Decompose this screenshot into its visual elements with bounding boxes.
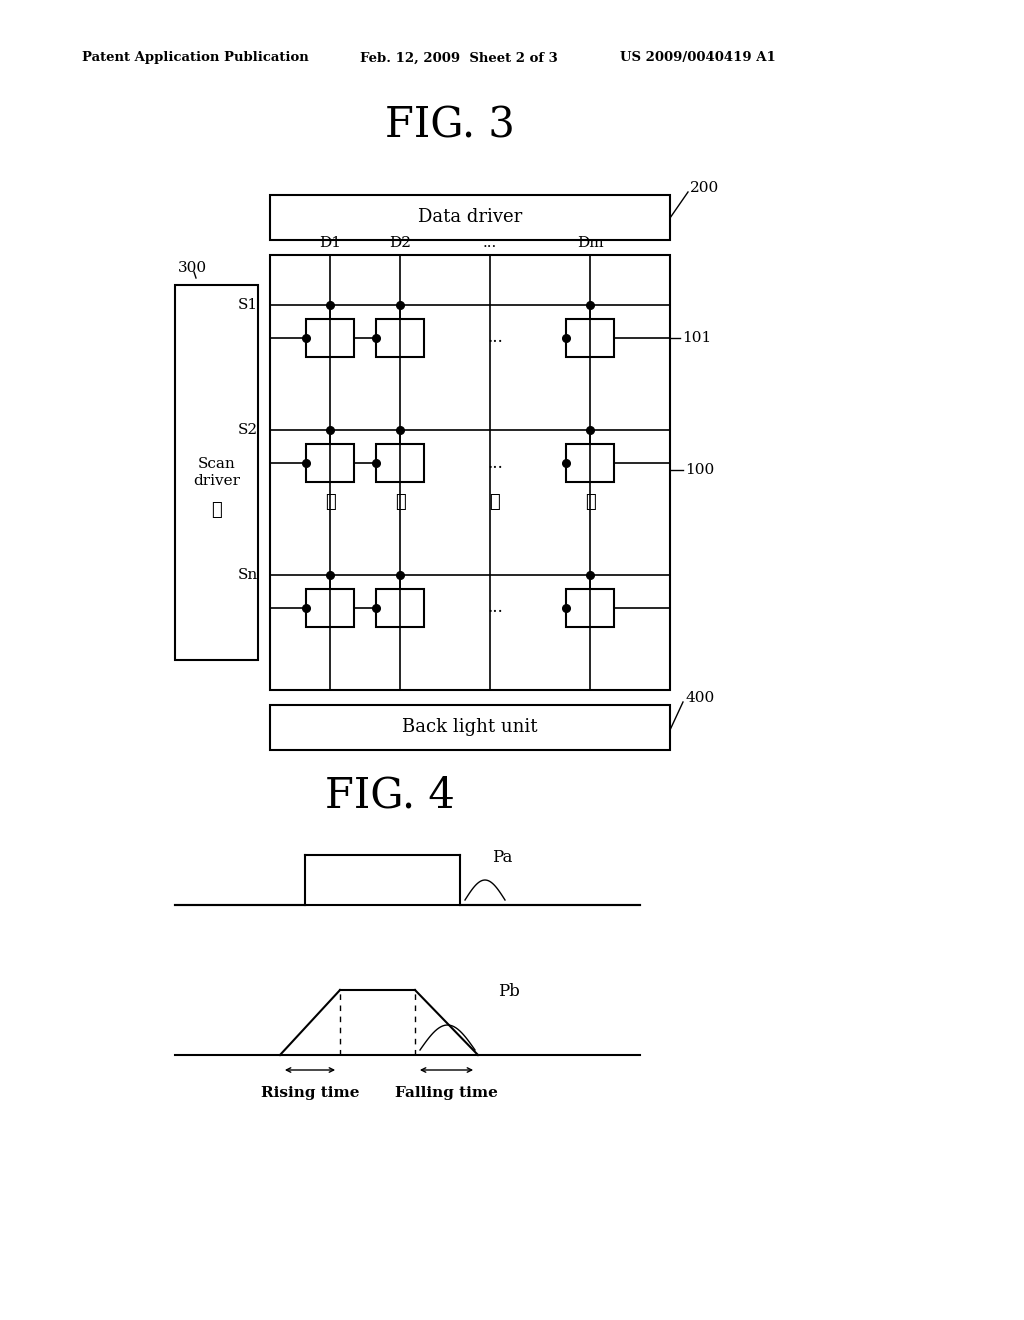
Text: Pb: Pb [498, 983, 520, 1001]
Text: ⋮: ⋮ [585, 494, 595, 511]
Text: ⋮: ⋮ [325, 494, 336, 511]
Text: ⋱: ⋱ [489, 494, 501, 511]
Text: S1: S1 [238, 298, 258, 312]
Text: 400: 400 [685, 690, 715, 705]
Text: US 2009/0040419 A1: US 2009/0040419 A1 [620, 51, 776, 65]
Bar [270, 705, 670, 750]
Text: FIG. 4: FIG. 4 [325, 774, 455, 816]
Bar [566, 319, 614, 356]
Text: 100: 100 [685, 463, 715, 477]
Text: Dm: Dm [577, 236, 603, 249]
Text: 300: 300 [178, 261, 207, 275]
Bar [270, 255, 670, 690]
Text: ...: ... [487, 330, 503, 346]
Text: Feb. 12, 2009  Sheet 2 of 3: Feb. 12, 2009 Sheet 2 of 3 [360, 51, 558, 65]
Text: Sn: Sn [238, 568, 258, 582]
Bar [566, 444, 614, 482]
Text: D1: D1 [319, 236, 341, 249]
Text: Scan
driver: Scan driver [193, 458, 240, 487]
Text: FIG. 3: FIG. 3 [385, 104, 515, 147]
Text: ...: ... [483, 236, 497, 249]
Text: S2: S2 [238, 422, 258, 437]
Text: ...: ... [487, 599, 503, 616]
Text: Pa: Pa [492, 850, 512, 866]
Text: 200: 200 [690, 181, 719, 195]
Text: Rising time: Rising time [261, 1086, 359, 1100]
Text: Falling time: Falling time [395, 1086, 498, 1100]
Text: 101: 101 [682, 331, 712, 345]
Bar [376, 444, 424, 482]
Bar [175, 285, 258, 660]
Text: Back light unit: Back light unit [402, 718, 538, 737]
Text: ...: ... [487, 454, 503, 471]
Bar [270, 195, 670, 240]
Bar [376, 319, 424, 356]
Bar [306, 319, 354, 356]
Bar [376, 589, 424, 627]
Text: ⋮: ⋮ [394, 494, 406, 511]
Bar [306, 444, 354, 482]
Text: Patent Application Publication: Patent Application Publication [82, 51, 309, 65]
Bar [306, 589, 354, 627]
Text: D2: D2 [389, 236, 411, 249]
Text: ⋮: ⋮ [211, 502, 222, 519]
Text: Data driver: Data driver [418, 209, 522, 227]
Bar [566, 589, 614, 627]
